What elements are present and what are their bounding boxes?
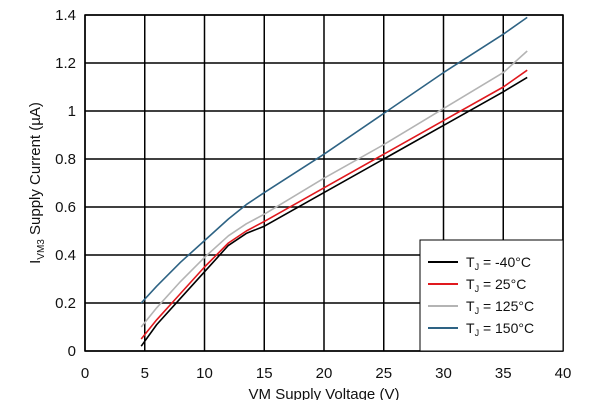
legend-label-1: TJ = 25°C: [466, 276, 526, 294]
x-tick-label: 0: [81, 365, 89, 382]
x-tick-label: 30: [435, 365, 452, 382]
y-tick-label: 0.8: [55, 151, 76, 168]
y-axis-title: IVM3 Supply Current (µA): [27, 102, 47, 264]
x-tick-label: 25: [375, 365, 392, 382]
x-tick-label: 40: [555, 365, 572, 382]
x-tick-label: 10: [196, 365, 213, 382]
legend: TJ = -40°C TJ = 25°C TJ = 125°C TJ = 150°C: [419, 239, 564, 352]
x-tick-label: 15: [256, 365, 273, 382]
x-tick-label: 35: [495, 365, 512, 382]
y-tick-label: 0.2: [55, 295, 76, 312]
legend-label-0: TJ = -40°C: [466, 254, 531, 272]
y-tick-label: 0: [68, 343, 76, 360]
legend-label-3: TJ = 150°C: [466, 320, 534, 338]
x-tick-label: 20: [316, 365, 333, 382]
y-tick-label: 1.4: [55, 7, 76, 24]
y-tick-label: 0.4: [55, 247, 76, 264]
series-line-1: [140, 69, 528, 340]
y-axis-title-sub: VM3: [36, 239, 47, 260]
series-lines: [140, 16, 528, 347]
series-line-2: [140, 50, 528, 328]
legend-box: [419, 239, 564, 352]
y-tick-label: 1: [68, 103, 76, 120]
x-axis-title: VM Supply Voltage (V): [249, 386, 400, 400]
x-tick-label: 5: [141, 365, 149, 382]
x-axis-ticks: 0 5 10 15 20 25 30 35 40: [81, 365, 572, 382]
y-tick-label: 1.2: [55, 55, 76, 72]
y-axis-title-main: I: [27, 260, 44, 264]
y-tick-label: 0.6: [55, 199, 76, 216]
y-axis-ticks: 0 0.2 0.4 0.6 0.8 1 1.2 1.4: [55, 7, 76, 360]
series-line-3: [140, 16, 528, 304]
legend-label-2: TJ = 125°C: [466, 298, 534, 316]
series-line-0: [140, 76, 528, 347]
plot-frame: [84, 14, 564, 352]
y-axis-title-rest: Supply Current (µA): [27, 102, 44, 239]
